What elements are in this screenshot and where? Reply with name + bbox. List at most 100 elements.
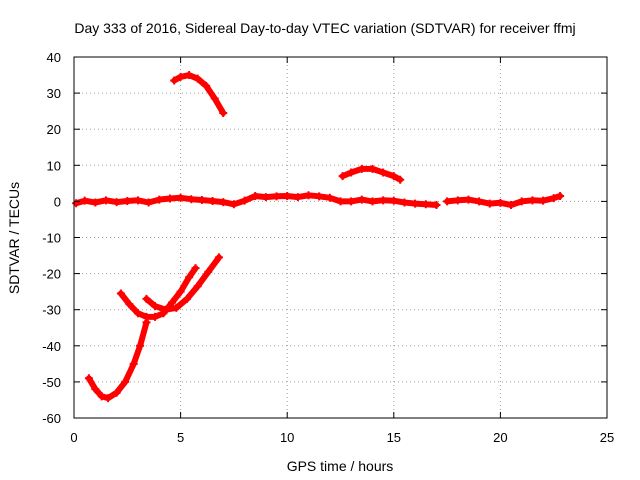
chart-title: Day 333 of 2016, Sidereal Day-to-day VTE… [74,20,575,36]
data-point [136,341,145,350]
axis-ticks: 0 5 10 15 20 25 -60 -50 -40 -30 -20 -10 0 10 20 30 40 [42,50,614,445]
data-point [72,199,81,208]
data-point [80,196,89,205]
data-point [389,196,398,205]
data-point [336,197,345,206]
data-point [208,197,217,206]
data-point [443,197,452,206]
data-point [133,196,142,205]
data-point [185,71,194,80]
data-point [528,196,537,205]
data-point [176,193,185,202]
data-point [151,312,160,321]
y-tick-label: 30 [47,86,61,101]
y-tick-label: -10 [42,231,61,246]
data-point [325,193,334,202]
data-point [202,81,211,90]
y-tick-label: -40 [42,339,61,354]
data-point [191,264,200,273]
data-point [155,195,164,204]
data-point [219,108,228,117]
y-tick-label: -60 [42,411,61,426]
data-point [368,164,377,173]
x-tick-label: 5 [177,430,184,445]
data-point [116,289,125,298]
y-tick-label: 20 [47,122,61,137]
data-point [84,374,93,383]
data-point [112,198,121,207]
data-point [125,300,134,309]
data-point [219,198,228,207]
data-point [396,175,405,184]
data-point [347,168,356,177]
plot-frame [73,56,608,419]
data-point [464,195,473,204]
data-point [304,191,313,200]
y-axis-label: SDTVAR / TECUs [6,182,22,294]
data-point [168,298,177,307]
data-point [197,195,206,204]
data-point [121,377,130,386]
series-deep-arc [85,319,150,402]
y-tick-label: 10 [47,158,61,173]
grid-lines [74,57,607,418]
x-axis-label: GPS time / hours [287,458,394,474]
data-point [97,392,106,401]
data-point [389,172,398,181]
data-point [485,199,494,208]
data-point [283,191,292,200]
data-point [411,199,420,208]
data-point [379,168,388,177]
data-point [347,197,356,206]
data-point [261,193,270,202]
data-point [240,196,249,205]
data-point [556,191,565,200]
data-point [214,253,223,262]
y-tick-label: -50 [42,375,61,390]
data-point [229,200,238,209]
data-point [210,94,219,103]
data-point [357,195,366,204]
data-point [151,302,160,311]
y-tick-label: -30 [42,303,61,318]
x-tick-label: 25 [600,430,614,445]
data-point [91,385,100,394]
x-tick-label: 0 [70,430,77,445]
y-tick-label: -20 [42,267,61,282]
series-dip-arc-a [117,265,199,320]
data-point [101,196,110,205]
data-point [517,197,526,206]
data-point [272,192,281,201]
data-point [400,198,409,207]
data-point [104,394,113,403]
data-point [165,194,174,203]
data-point [129,359,138,368]
data-point [133,309,142,318]
data-point [293,193,302,202]
data-point [176,72,185,81]
data-point [251,191,260,200]
data-point [475,197,484,206]
data-point [549,194,558,203]
data-point [142,294,151,303]
series-layer [72,71,565,403]
data-point [142,312,151,321]
x-tick-label: 10 [280,430,294,445]
x-tick-label: 20 [493,430,507,445]
data-point [182,294,191,303]
y-tick-label: 40 [47,50,61,65]
data-point [338,172,347,181]
data-point [357,164,366,173]
data-point [507,201,516,210]
data-point [379,196,388,205]
data-point [204,267,213,276]
y-tick-label: 0 [54,194,61,209]
data-point [368,197,377,206]
data-point [421,200,430,209]
data-point [539,196,548,205]
axes-frame [73,56,608,419]
data-point [91,198,100,207]
data-point [123,197,132,206]
